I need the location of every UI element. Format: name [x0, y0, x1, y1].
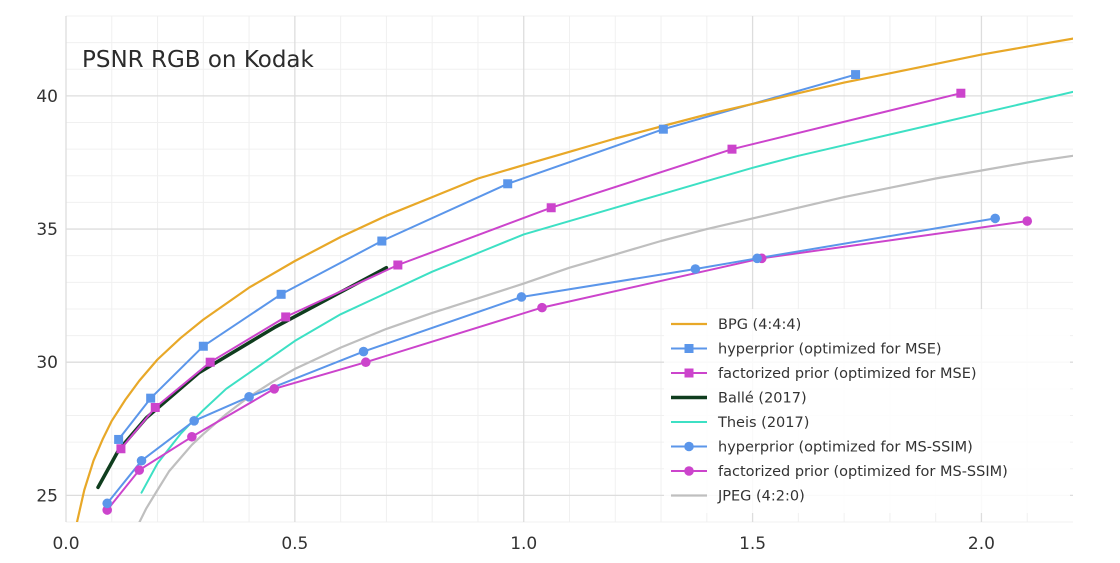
- data-point-factorized-prior-optimized-for-mse: [116, 444, 126, 454]
- data-point-factorized-prior-optimized-for-ms-ssim: [134, 465, 145, 475]
- axis-tick-labels: 0.0 0.5 1.0 1.5 2.0 25 30 35 40: [36, 87, 995, 554]
- data-point-hyperprior-optimized-for-ms-ssim: [690, 264, 701, 274]
- series-line-theis-2017: [140, 90, 1073, 494]
- legend-label-factorized-prior-optimized-for-mse: factorized prior (optimized for MSE): [718, 366, 977, 382]
- y-tick-label: 25: [36, 486, 58, 506]
- data-point-factorized-prior-optimized-for-mse: [956, 88, 966, 98]
- data-point-hyperprior-optimized-for-ms-ssim: [102, 498, 112, 509]
- legend-marker-hyperprior-optimized-for-mse: [684, 344, 694, 353]
- data-point-hyperprior-optimized-for-mse: [658, 124, 668, 134]
- x-tick-label: 1.5: [739, 534, 766, 554]
- legend-marker-factorized-prior-optimized-for-ms-ssim: [684, 466, 694, 476]
- legend-label-hyperprior-optimized-for-mse: hyperprior (optimized for MSE): [718, 342, 942, 358]
- data-point-factorized-prior-optimized-for-mse: [393, 260, 403, 270]
- data-point-hyperprior-optimized-for-mse: [503, 179, 513, 189]
- series-line-hyperprior-optimized-for-mse: [117, 73, 857, 441]
- legend-label-hyperprior-optimized-for-ms-ssim: hyperprior (optimized for MS-SSIM): [718, 440, 973, 456]
- legend-marker-factorized-prior-optimized-for-mse: [684, 368, 694, 378]
- legend-background: [664, 309, 1070, 513]
- series-line-jpeg-4-2-0: [138, 154, 1073, 522]
- y-tick-label: 40: [36, 87, 58, 107]
- data-point-factorized-prior-optimized-for-mse: [150, 402, 160, 412]
- series-line-factorized-prior-optimized-for-mse: [119, 92, 962, 450]
- legend-label-bpg-4-4-4: BPG (4:4:4): [718, 317, 801, 333]
- data-point-factorized-prior-optimized-for-mse: [546, 203, 556, 213]
- data-point-hyperprior-optimized-for-mse: [198, 341, 208, 351]
- series-line-ball-2017: [96, 265, 389, 490]
- data-point-hyperprior-optimized-for-ms-ssim: [752, 253, 762, 264]
- data-point-hyperprior-optimized-for-mse: [146, 393, 156, 403]
- legend-label-jpeg-4-2-0: JPEG (4:2:0): [717, 489, 805, 505]
- legend-marker-hyperprior-optimized-for-ms-ssim: [684, 441, 694, 452]
- x-tick-label: 2.0: [968, 534, 995, 554]
- data-point-factorized-prior-optimized-for-ms-ssim: [269, 384, 280, 394]
- x-tick-label: 0.5: [281, 534, 308, 554]
- data-point-hyperprior-optimized-for-mse: [851, 70, 861, 80]
- data-point-factorized-prior-optimized-for-ms-ssim: [102, 505, 112, 515]
- y-tick-label: 35: [36, 220, 58, 240]
- data-point-factorized-prior-optimized-for-ms-ssim: [537, 302, 547, 313]
- data-point-hyperprior-optimized-for-mse: [276, 289, 286, 299]
- legend-label-theis-2017: Theis (2017): [717, 415, 809, 431]
- data-point-factorized-prior-optimized-for-ms-ssim: [187, 431, 197, 442]
- data-point-hyperprior-optimized-for-ms-ssim: [358, 346, 369, 357]
- data-point-hyperprior-optimized-for-ms-ssim: [189, 416, 199, 426]
- series-line-factorized-prior-optimized-for-ms-ssim: [106, 220, 1029, 511]
- data-point-hyperprior-optimized-for-mse: [377, 236, 387, 246]
- y-tick-label: 30: [36, 353, 58, 373]
- series-line-bpg-4-4-4: [75, 37, 1073, 522]
- x-tick-label: 1.0: [510, 534, 537, 554]
- data-point-factorized-prior-optimized-for-ms-ssim: [1022, 216, 1033, 226]
- legend-label-ball-2017: Ballé (2017): [718, 391, 807, 407]
- data-point-factorized-prior-optimized-for-mse: [281, 312, 291, 322]
- legend: BPG (4:4:4) hyperprior (optimized for MSE…: [664, 309, 1070, 513]
- data-point-factorized-prior-optimized-for-mse: [205, 357, 215, 367]
- series-group: [75, 37, 1073, 522]
- data-point-hyperprior-optimized-for-ms-ssim: [990, 213, 1000, 224]
- data-point-hyperprior-optimized-for-ms-ssim: [244, 392, 254, 402]
- data-point-hyperprior-optimized-for-ms-ssim: [516, 292, 527, 302]
- data-point-hyperprior-optimized-for-ms-ssim: [136, 455, 147, 466]
- markers-group: [102, 70, 1033, 515]
- chart-title: PSNR RGB on Kodak: [82, 47, 315, 73]
- data-point-hyperprior-optimized-for-mse: [114, 434, 124, 444]
- x-tick-label: 0.0: [52, 534, 79, 554]
- data-point-factorized-prior-optimized-for-mse: [727, 144, 737, 154]
- data-point-factorized-prior-optimized-for-ms-ssim: [361, 357, 371, 368]
- legend-label-factorized-prior-optimized-for-ms-ssim: factorized prior (optimized for MS-SSIM): [718, 464, 1008, 480]
